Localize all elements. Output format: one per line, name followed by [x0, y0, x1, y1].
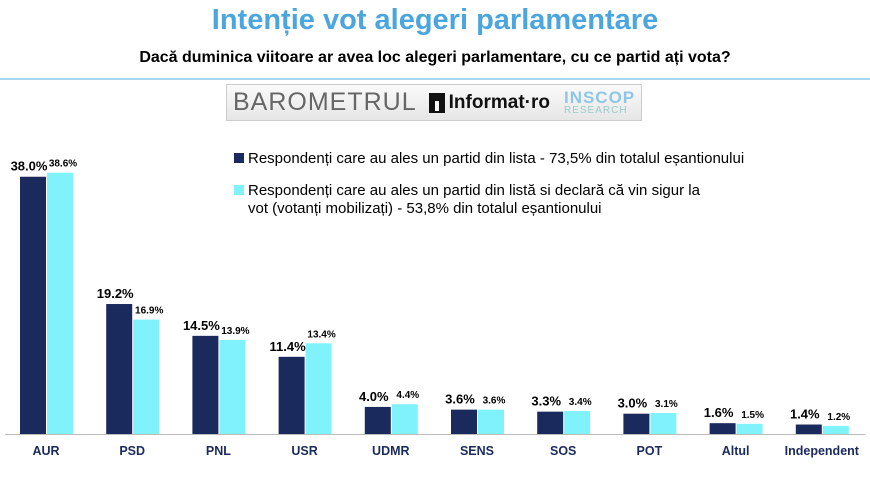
divider: [0, 78, 870, 80]
x-tick-label: SOS: [550, 444, 576, 458]
bar-independent-series2: [822, 425, 849, 434]
legend-swatch-1: [234, 153, 244, 163]
bar-sos-series2: [564, 410, 591, 434]
bar-altul-series1: [709, 423, 736, 434]
bar-pot-series2: [650, 413, 677, 434]
data-label: 16.9%: [135, 306, 163, 317]
bar-sens-series2: [478, 409, 504, 434]
x-tick-label: POT: [637, 444, 663, 458]
barometrul-logo: BAROMETRUL Informat·ro INSCOP RESEARCH: [226, 84, 642, 121]
data-label: 13.4%: [307, 329, 335, 340]
data-label: 3.1%: [655, 399, 678, 410]
data-label: 38.6%: [49, 159, 77, 170]
legend-label-1: Respondenți care au ales un partid din l…: [248, 150, 745, 167]
data-label: 19.2%: [97, 286, 134, 301]
bar-altul-series2: [736, 423, 763, 434]
data-label: 38.0%: [11, 159, 48, 174]
legend-item-2: Respondenți care au ales un partid din l…: [234, 182, 708, 218]
bar-usr-series1: [278, 356, 305, 434]
data-label: 14.5%: [183, 318, 220, 333]
logo-informat: Informat·ro: [448, 91, 550, 113]
x-tick-label: Independent: [785, 444, 860, 458]
data-label: 11.4%: [270, 339, 307, 354]
bar-psd-series1: [106, 304, 133, 434]
data-label: 4.0%: [359, 389, 389, 404]
data-label: 1.2%: [827, 412, 850, 423]
x-tick-label: PNL: [206, 444, 231, 458]
bar-psd-series2: [133, 319, 160, 434]
bar-pnl-series1: [192, 335, 219, 434]
bar-sos-series1: [537, 411, 564, 434]
data-label: 3.0%: [618, 396, 648, 411]
bar-independent-series1: [795, 424, 822, 434]
logo-barometrul: BAROMETRUL: [233, 88, 417, 116]
bar-udmr-series1: [364, 406, 391, 434]
x-tick-label: PSD: [119, 444, 145, 458]
chart-subtitle: Dacă duminica viitoare ar avea loc alege…: [139, 49, 731, 66]
data-label: 1.4%: [790, 407, 820, 422]
bar-pnl-series2: [219, 339, 246, 434]
x-tick-label: USR: [291, 444, 317, 458]
data-label: 1.5%: [741, 410, 764, 421]
x-tick-label: Altul: [722, 444, 750, 458]
data-label: 3.6%: [483, 396, 506, 407]
data-label: 3.3%: [531, 394, 561, 409]
logo-research-text: RESEARCH: [563, 105, 628, 116]
bar-pot-series1: [623, 413, 650, 434]
data-label: 3.4%: [569, 397, 592, 408]
bar-usr-series2: [305, 343, 332, 434]
data-label: 13.9%: [221, 326, 249, 337]
bar-udmr-series2: [391, 404, 418, 434]
data-label: 4.4%: [396, 390, 419, 401]
bar-aur-series2: [47, 172, 73, 435]
bar-aur-series1: [20, 176, 46, 435]
x-tick-label: SENS: [460, 444, 494, 458]
x-tick-label: AUR: [32, 444, 59, 458]
legend-swatch-2: [234, 185, 244, 195]
informat-icon: [428, 92, 445, 113]
chart-title: Intenție vot alegeri parlamentare: [211, 4, 659, 36]
x-tick-label: UDMR: [372, 444, 410, 458]
legend-item-1: Respondenți care au ales un partid din l…: [234, 150, 744, 168]
bar-sens-series1: [451, 409, 477, 434]
logo-inscop-text: INSCOP: [563, 88, 636, 107]
legend-label-2: Respondenți care au ales un partid din l…: [248, 182, 700, 217]
data-label: 3.6%: [445, 392, 475, 407]
data-label: 1.6%: [704, 405, 734, 420]
logo-inscop: INSCOP RESEARCH: [564, 89, 635, 116]
